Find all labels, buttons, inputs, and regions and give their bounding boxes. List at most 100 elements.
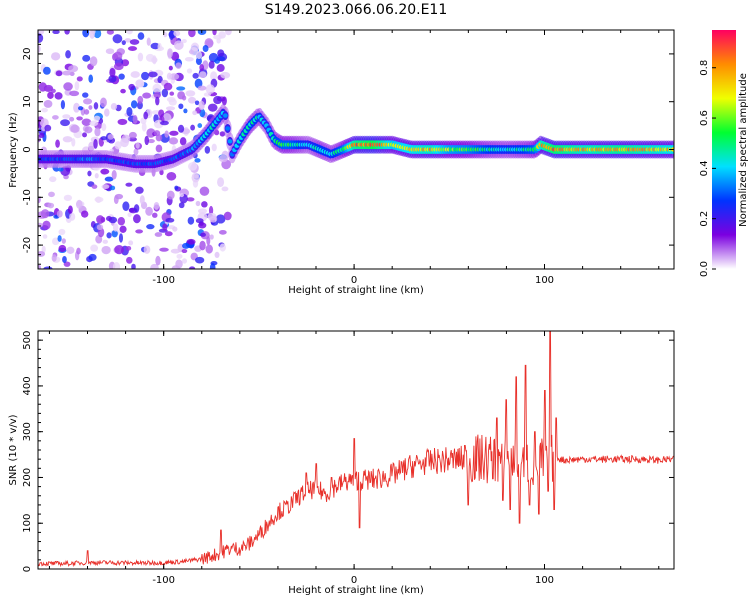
colorbar-bar xyxy=(712,30,736,269)
heatmap-cell xyxy=(211,143,217,152)
heatmap-cell xyxy=(188,162,198,171)
heatmap-cell xyxy=(195,218,204,224)
heatmap-cell xyxy=(202,45,209,52)
heatmap-cell xyxy=(58,244,67,253)
heatmap-cell xyxy=(87,170,92,177)
heatmap-cell xyxy=(155,134,163,142)
heatmap-cell xyxy=(62,256,67,264)
heatmap-cell xyxy=(154,232,163,237)
heatmap-cell xyxy=(164,231,173,237)
heatmap-cell xyxy=(135,186,144,194)
heatmap-cell xyxy=(96,215,105,224)
heatmap-cell xyxy=(199,186,210,196)
heatmap-cell xyxy=(216,64,225,72)
heatmap-cell xyxy=(133,148,139,156)
heatmap-cell xyxy=(172,226,178,232)
heatmap-cell xyxy=(205,40,214,46)
heatmap-cell xyxy=(91,184,98,189)
snr-ticks: -100 0 100 0 100 200 300 400 500 xyxy=(22,330,674,586)
heatmap-cell xyxy=(165,106,176,111)
heatmap-cell xyxy=(43,99,53,108)
heatmap-cell xyxy=(200,232,206,237)
heatmap-cell xyxy=(94,196,104,203)
colorbar-tick-label: 0.4 xyxy=(699,160,710,176)
heatmap-cell xyxy=(137,95,144,104)
heatmap-cell xyxy=(218,154,228,163)
heatmap-cell xyxy=(188,30,196,38)
heatmap-cell xyxy=(181,248,188,254)
heatmap-cell xyxy=(215,214,226,224)
x-tick-label: 0 xyxy=(351,575,357,586)
heatmap-cell xyxy=(218,229,227,235)
heatmap-cell xyxy=(131,263,136,269)
snr-ylabel: SNR (10 * v/v) xyxy=(8,414,19,485)
heatmap-cell xyxy=(163,82,173,91)
heatmap-cell xyxy=(150,263,159,269)
heatmap-cell xyxy=(133,214,141,224)
heatmap-cell xyxy=(183,108,188,114)
heatmap-cell xyxy=(62,114,71,119)
heatmap-cell xyxy=(90,244,99,252)
heatmap-cell xyxy=(67,205,73,214)
heatmap-cell xyxy=(169,130,179,136)
heatmap-cell xyxy=(217,177,225,187)
heatmap-cell xyxy=(89,30,95,39)
heatmap-cell xyxy=(69,212,76,221)
heatmap-cell xyxy=(193,174,199,179)
heatmap-cell xyxy=(204,146,211,154)
heatmap-cell xyxy=(219,243,226,252)
snr-xlabel: Height of straight line (km) xyxy=(288,585,424,596)
spectrogram-heatmap xyxy=(38,30,674,269)
heatmap-cell xyxy=(207,103,218,112)
heatmap-cell xyxy=(181,95,187,101)
heatmap-cell xyxy=(55,139,60,148)
heatmap-cell xyxy=(74,81,80,91)
heatmap-cell xyxy=(49,176,57,183)
heatmap-cell xyxy=(96,224,104,231)
heatmap-cell xyxy=(107,134,114,140)
heatmap-cell xyxy=(88,253,97,261)
heatmap-cell xyxy=(52,30,60,35)
heatmap-cell xyxy=(188,266,196,269)
heatmap-cell xyxy=(38,222,44,228)
heatmap-cell xyxy=(146,224,155,230)
heatmap-cell xyxy=(182,242,190,249)
heatmap-cell xyxy=(47,202,55,209)
heatmap-cell xyxy=(144,135,150,146)
heatmap-cell xyxy=(108,75,117,83)
heatmap-cell xyxy=(186,238,196,245)
heatmap-cell xyxy=(113,195,119,204)
heatmap-cell xyxy=(43,66,51,75)
heatmap-cell xyxy=(93,102,99,110)
heatmap-cell xyxy=(101,245,111,255)
snr-series-line xyxy=(38,331,674,568)
heatmap-cell xyxy=(110,102,118,110)
heatmap-cell xyxy=(38,196,41,204)
heatmap-cell xyxy=(188,49,195,54)
heatmap-cell xyxy=(155,255,161,266)
heatmap-cell xyxy=(197,123,203,128)
heatmap-cell xyxy=(137,52,144,62)
heatmap-cell xyxy=(198,222,207,229)
heatmap-cell xyxy=(112,261,121,269)
heatmap-cell xyxy=(51,254,57,262)
heatmap-cell xyxy=(121,40,126,46)
heatmap-cell xyxy=(102,239,109,244)
heatmap-cell xyxy=(199,240,206,251)
heatmap-cell xyxy=(126,30,133,35)
heatmap-cell xyxy=(84,126,93,134)
heatmap-cell xyxy=(146,37,151,46)
heatmap-cell xyxy=(94,173,99,179)
heatmap-cell xyxy=(160,120,169,126)
heatmap-cell xyxy=(225,126,231,131)
heatmap-cell xyxy=(81,210,89,218)
heatmap-cell xyxy=(141,122,147,132)
y-tick-label: 0 xyxy=(22,566,33,572)
heatmap-cell xyxy=(187,96,197,104)
heatmap-cell xyxy=(170,248,181,254)
heatmap-cell xyxy=(186,68,193,74)
heatmap-cell xyxy=(181,258,188,264)
heatmap-cell xyxy=(100,97,107,108)
heatmap-cell xyxy=(153,130,161,137)
heatmap-cell xyxy=(118,233,124,243)
